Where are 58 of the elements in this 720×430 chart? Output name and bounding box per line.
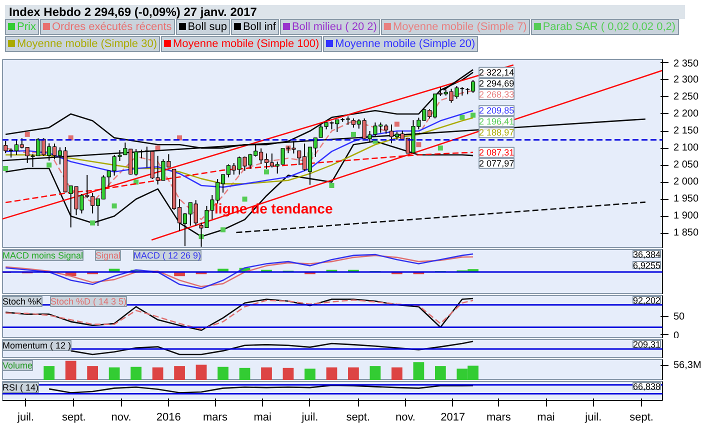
y-tick-label: 2 350 <box>674 58 699 70</box>
legend-label: Ordres exécutés récents <box>40 19 175 35</box>
x-tick-label: mai <box>254 412 272 424</box>
x-tick-label: mars <box>486 412 512 424</box>
annotation: 36,384 <box>632 250 661 260</box>
x-tick-label: juil. <box>584 412 602 424</box>
series-label: MACD ( 12 26 9) <box>134 250 202 260</box>
legend-label: Moyenne mobile (Simple 30) <box>5 36 160 52</box>
y-tick-label: 1 950 <box>674 194 699 205</box>
legend-label: Boll milieu ( 20 2) <box>280 19 380 35</box>
y-tick-label: 2 100 <box>674 142 699 154</box>
x-tick-label: mars <box>203 412 228 424</box>
y-tick-label: 1 850 <box>674 228 699 239</box>
annotation: 6,9255 <box>632 260 661 270</box>
data-label: 2 087,31 <box>479 147 514 158</box>
data-label: 2 209,85 <box>479 106 514 116</box>
series-label: Signal <box>96 250 121 260</box>
legend-label: Moyenne mobile (Simple 100) <box>161 36 322 52</box>
legend-label: Boll sup <box>176 19 230 35</box>
y-tick-label: 2 250 <box>674 91 699 102</box>
y-tick-label: 2 300 <box>674 74 699 86</box>
series-label: RSI ( 14) <box>2 382 39 392</box>
legend-label: Parab SAR ( 0,02 0,02 0,2) <box>530 19 679 35</box>
legend-label: Prix <box>5 19 39 35</box>
annotation: 92,202 <box>632 296 661 306</box>
annotation: 209,31 <box>632 340 661 350</box>
y-tick-label: 2 150 <box>674 126 699 137</box>
x-tick-label: 2017 <box>440 412 466 424</box>
y-tick-label: 1 900 <box>674 210 699 222</box>
series-label: MACD moins Signal <box>2 250 84 260</box>
x-tick-label: 2016 <box>156 412 181 424</box>
y-tick-label: 2 200 <box>674 108 699 120</box>
x-tick-label: sept. <box>62 412 86 424</box>
x-tick-label: sept. <box>630 412 654 424</box>
series-label: Stoch %D ( 14 3 5) <box>50 296 127 306</box>
legend-label: Boll inf <box>230 19 279 35</box>
data-label: 2 188,97 <box>479 128 514 138</box>
y-tick-label: 2 000 <box>674 176 699 188</box>
y-tick-label: 50 <box>674 312 686 323</box>
x-tick-label: mai <box>537 412 555 424</box>
x-tick-label: nov. <box>111 412 132 424</box>
x-tick-label: juil. <box>16 412 34 424</box>
legend-label: Moyenne mobile (Simple 20) <box>323 36 478 52</box>
series-label: Stoch %K <box>2 296 42 306</box>
y-tick-label: 56,3M <box>674 360 702 372</box>
chart-title: Index Hebdo 2 294,69 (-0,09%) 27 janv. 2017 <box>5 5 685 19</box>
x-tick-label: nov. <box>396 412 416 424</box>
data-label: 2 077,97 <box>479 158 514 168</box>
x-tick-label: sept. <box>346 412 370 424</box>
series-label: Volume <box>2 360 33 370</box>
legend-label: Moyenne mobile (Simple 7) <box>380 19 530 35</box>
y-tick-label: 2 050 <box>674 160 699 171</box>
data-label: 2 322,14 <box>479 67 514 78</box>
x-tick-label: juil. <box>300 412 318 424</box>
series-label: Momentum ( 12 ) <box>2 340 72 350</box>
text: 2 294,69 <box>479 78 514 88</box>
annotation: 66,838 <box>632 382 661 392</box>
y-tick-label: 0 <box>674 330 680 342</box>
